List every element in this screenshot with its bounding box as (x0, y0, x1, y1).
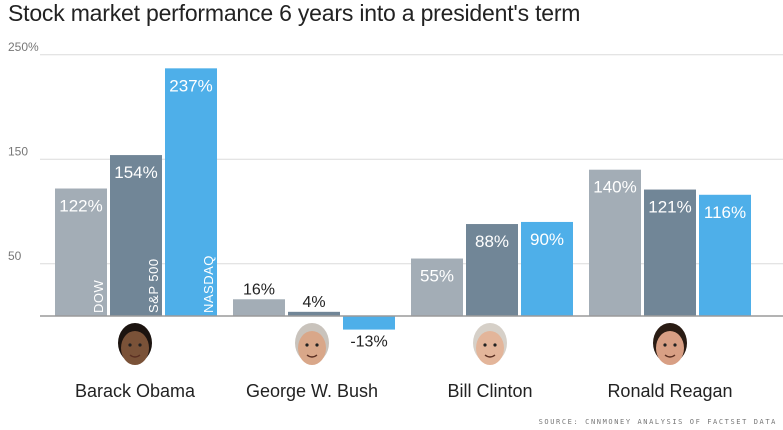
bar-ronald-reagan-sandp-500 (644, 189, 696, 316)
ronald-reagan-portrait-left-eye (663, 343, 667, 347)
value-label-ronald-reagan-sandp-500: 121% (648, 198, 691, 217)
bill-clinton-portrait-right-eye (493, 343, 497, 347)
y-tick-label-50: 50 (8, 249, 22, 263)
value-label-barack-obama-sandp-500: 154% (114, 163, 157, 182)
bar-barack-obama-nasdaq (165, 68, 217, 317)
bar-barack-obama-sandp-500 (110, 155, 162, 316)
value-label-barack-obama-dow: 122% (59, 197, 102, 216)
george-w-bush-portrait-mouth (306, 354, 318, 358)
ronald-reagan-portrait-right-eye (673, 343, 677, 347)
value-label-ronald-reagan-dow: 140% (593, 178, 636, 197)
category-label-ronald-reagan: Ronald Reagan (607, 381, 732, 401)
bar-bill-clinton-dow (411, 258, 463, 316)
george-w-bush-portrait-left-eye (305, 343, 309, 347)
category-label-bill-clinton: Bill Clinton (447, 381, 532, 401)
bar-ronald-reagan-nasdaq (699, 194, 751, 316)
bill-clinton-portrait-mouth (484, 354, 496, 358)
value-label-bill-clinton-sandp-500: 88% (475, 232, 509, 251)
bar-ronald-reagan-dow (589, 169, 641, 316)
value-label-george-w-bush-sandp-500: 4% (302, 294, 325, 311)
bar-barack-obama-dow (55, 188, 107, 316)
value-label-bill-clinton-dow: 55% (420, 267, 454, 286)
barack-obama-portrait-face (121, 331, 149, 365)
george-w-bush-portrait-right-eye (315, 343, 319, 347)
george-w-bush-portrait-face (298, 331, 326, 365)
bar-george-w-bush-nasdaq (343, 316, 395, 330)
bill-clinton-portrait-left-eye (483, 343, 487, 347)
barack-obama-portrait-mouth (129, 354, 141, 358)
value-label-ronald-reagan-nasdaq: 116% (704, 203, 746, 222)
value-label-george-w-bush-nasdaq: -13% (350, 334, 387, 351)
y-tick-label-150: 150 (8, 144, 28, 158)
category-label-george-w-bush: George W. Bush (246, 381, 378, 401)
y-tick-label-250: 250% (8, 40, 39, 54)
series-label-sandp-500: S&P 500 (146, 258, 161, 313)
barack-obama-portrait-left-eye (128, 343, 132, 347)
value-label-barack-obama-nasdaq: 237% (169, 76, 212, 95)
value-label-bill-clinton-nasdaq: 90% (530, 230, 564, 249)
bar-bill-clinton-nasdaq (521, 221, 573, 316)
bar-george-w-bush-sandp-500 (288, 311, 340, 316)
series-label-nasdaq: NASDAQ (201, 255, 216, 313)
value-label-george-w-bush-dow: 16% (243, 281, 275, 298)
ronald-reagan-portrait-face (656, 331, 684, 365)
source-note: SOURCE: CNNMONEY ANALYSIS OF FACTSET DAT… (538, 418, 777, 426)
barack-obama-portrait-right-eye (138, 343, 142, 347)
bill-clinton-portrait-face (476, 331, 504, 365)
ronald-reagan-portrait-mouth (664, 354, 676, 358)
chart-title: Stock market performance 6 years into a … (8, 0, 581, 26)
bar-bill-clinton-sandp-500 (466, 224, 518, 316)
category-label-barack-obama: Barack Obama (75, 381, 196, 401)
bar-george-w-bush-dow (233, 299, 285, 316)
series-label-dow: DOW (91, 280, 106, 314)
